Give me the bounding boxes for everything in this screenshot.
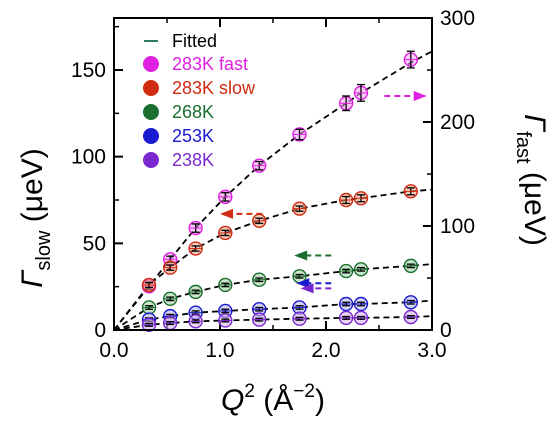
axis-arrow-head (294, 250, 308, 261)
legend-marker (143, 80, 159, 96)
x-axis-label: Q (221, 384, 244, 417)
y-right-axis-unit: (μeV) (518, 164, 550, 246)
axis-arrows (220, 91, 427, 294)
legend-label: 253K (172, 126, 214, 146)
y-left-tick-label: 50 (83, 232, 106, 255)
y-left-tick-label: 100 (71, 146, 106, 169)
x-axis-label-superscript: 2 (244, 381, 255, 402)
legend-label: 283K slow (172, 78, 256, 98)
y-left-axis-subscript: slow (33, 230, 55, 271)
plot-frame (113, 17, 433, 331)
legend-label: 268K (172, 102, 214, 122)
legend-label: 283K fast (172, 54, 248, 74)
series-268k (141, 258, 418, 315)
legend-label: 238K (172, 150, 214, 170)
y-right-tick-label: 300 (440, 7, 475, 30)
x-axis-unit-superscript: −2 (293, 381, 315, 402)
y-left-axis-title: Γslow (μeV) (16, 148, 55, 287)
axis-arrow-head (413, 91, 427, 101)
data-series (141, 50, 418, 332)
y-right-tick-label: 100 (440, 215, 475, 238)
x-axis-unit: (Å (255, 384, 293, 417)
legend-marker (143, 128, 159, 144)
x-axis-unit-close: ) (315, 384, 325, 417)
series-238k (141, 309, 418, 332)
y-right-axis-label: Γ (518, 114, 550, 133)
axis-arrow-head (300, 283, 314, 294)
legend: Fitted 283K fast 283K slow 268K 253K 238K (143, 31, 256, 170)
y-right-tick-label: 0 (440, 319, 452, 342)
y-right-axis-title: Γfast (μeV) (512, 114, 550, 246)
x-tick-label: 2.0 (311, 339, 340, 362)
y-left-axis-unit: (μeV) (16, 148, 49, 230)
y-left-tick-label: 0 (94, 319, 106, 342)
x-tick-label: 0.0 (99, 339, 128, 362)
y-left-axis-label: Γ (16, 269, 49, 288)
y-left-tick-label: 150 (71, 59, 106, 82)
legend-marker (143, 152, 159, 168)
y-right-axis-subscript: fast (512, 131, 534, 164)
fit-curves (113, 50, 433, 331)
tick-marks (113, 17, 433, 331)
legend-marker (143, 104, 159, 120)
axis-arrow-head (296, 278, 310, 289)
legend-marker (143, 56, 159, 72)
fit-curve (113, 50, 433, 331)
x-tick-label: 1.0 (205, 339, 234, 362)
x-tick-label: 3.0 (417, 339, 446, 362)
y-right-tick-label: 200 (440, 111, 475, 134)
legend-fitted-label: Fitted (172, 31, 217, 51)
axis-arrow-head (220, 208, 233, 219)
x-axis-title: Q2 (Å−2) (221, 381, 325, 417)
series-253k (141, 295, 418, 327)
legend-entries: 283K fast 283K slow 268K 253K 238K (143, 54, 256, 170)
series-283k-slow (141, 184, 418, 293)
